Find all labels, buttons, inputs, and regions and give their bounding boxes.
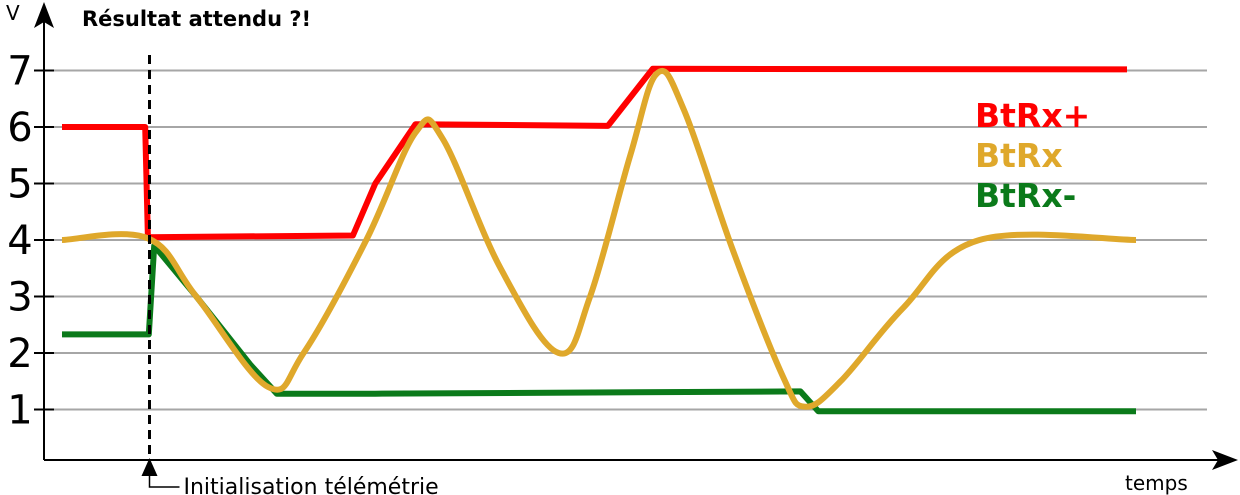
series-lines [61, 65, 1137, 415]
x-axis-label: temps [1125, 471, 1188, 495]
series-line-btrxminus [62, 242, 1136, 415]
y-tick-label-1: 1 [7, 388, 32, 434]
y-axis-label: V [6, 1, 20, 25]
init-arrow-icon [141, 458, 158, 476]
legend-entry-btrxminus: BtRx- [975, 176, 1076, 215]
x-axis-arrow [1212, 450, 1238, 470]
legend-entry-btrx: BtRx [975, 136, 1063, 175]
init-annotation-label: Initialisation télémétrie [184, 475, 439, 495]
initialisation-marker: Initialisation télémétrie [141, 55, 439, 495]
y-tick-label-3: 3 [7, 275, 32, 321]
y-tick-label-5: 5 [7, 162, 32, 208]
init-leader-line [148, 474, 180, 488]
legend-entry-btrxplus: BtRx+ [975, 96, 1090, 135]
y-tick-labels: 1 2 3 4 5 6 7 [7, 49, 54, 434]
y-tick-label-4: 4 [7, 218, 32, 264]
series-line-btrxplus [62, 65, 1128, 241]
y-tick-label-7: 7 [7, 49, 32, 95]
y-axis-arrow [34, 2, 54, 28]
y-tick-label-6: 6 [7, 105, 32, 151]
series-line-btrx [61, 68, 1137, 410]
chart-title: Résultat attendu ?! [82, 7, 311, 31]
y-tick-label-2: 2 [7, 331, 32, 377]
